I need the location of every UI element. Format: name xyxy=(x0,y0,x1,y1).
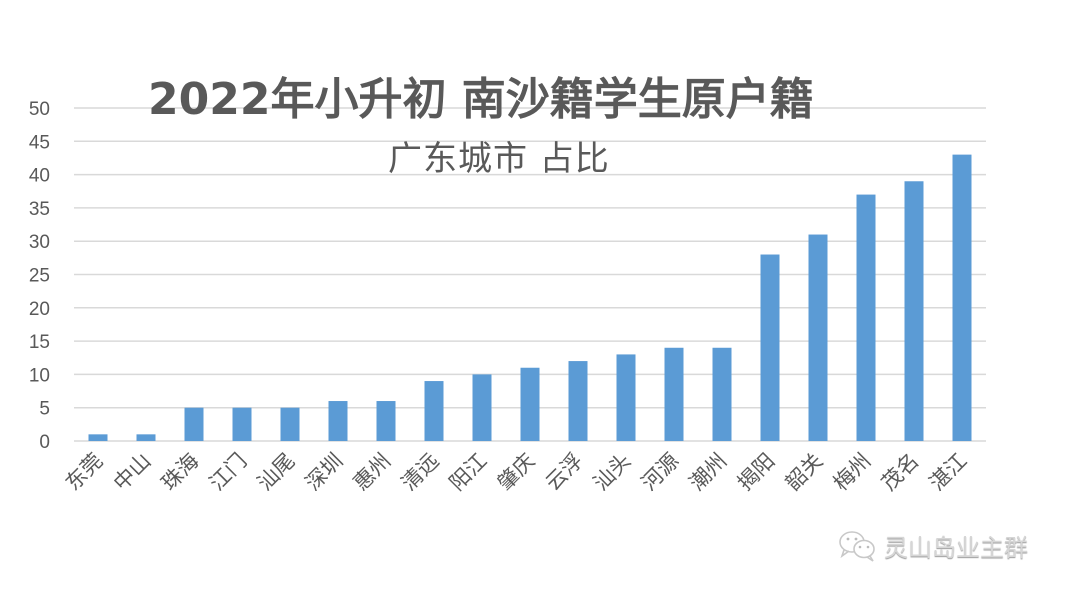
bar xyxy=(424,381,444,441)
gridlines xyxy=(74,107,986,442)
x-tick-label: 珠海 xyxy=(157,449,204,496)
bar xyxy=(616,354,636,441)
x-tick-label: 湛江 xyxy=(925,449,972,496)
wechat-icon xyxy=(838,530,878,562)
x-tick-label: 汕头 xyxy=(589,449,636,496)
bar xyxy=(856,194,876,441)
y-tick-label: 5 xyxy=(39,399,50,420)
x-tick-label: 茂名 xyxy=(877,449,924,496)
x-tick-label: 揭阳 xyxy=(733,449,780,496)
watermark: 灵山岛业主群 xyxy=(838,528,1028,563)
bar xyxy=(808,234,828,441)
bars xyxy=(88,154,972,441)
x-tick-label: 清远 xyxy=(397,449,444,496)
bar xyxy=(760,254,780,441)
y-tick-label: 50 xyxy=(29,99,50,120)
y-tick-label: 30 xyxy=(29,232,50,253)
y-tick-label: 20 xyxy=(29,299,50,320)
x-tick-label: 潮州 xyxy=(685,449,732,496)
y-tick-label: 0 xyxy=(39,432,50,453)
bar xyxy=(232,407,252,441)
y-tick-label: 10 xyxy=(29,365,50,386)
bar xyxy=(664,347,684,441)
y-tick-label: 45 xyxy=(29,132,50,153)
bar xyxy=(520,367,540,441)
bar xyxy=(952,154,972,441)
x-tick-label: 江门 xyxy=(205,449,252,496)
bar xyxy=(328,401,348,441)
x-tick-label: 肇庆 xyxy=(493,449,540,496)
bar xyxy=(568,361,588,441)
bar xyxy=(184,407,204,441)
bar xyxy=(88,434,108,441)
bar xyxy=(376,401,396,441)
bar xyxy=(136,434,156,441)
x-tick-label: 韶关 xyxy=(781,449,828,496)
bar xyxy=(712,347,732,441)
chart-title: 2022年小升初 南沙籍学生原户籍 xyxy=(148,74,814,125)
x-tick-label: 阳江 xyxy=(445,449,492,496)
x-tick-label: 中山 xyxy=(109,449,156,496)
y-tick-label: 15 xyxy=(29,332,50,353)
x-tick-label: 河源 xyxy=(637,449,684,496)
x-tick-label: 深圳 xyxy=(301,449,348,496)
x-tick-label: 梅州 xyxy=(829,449,876,496)
y-tick-label: 35 xyxy=(29,199,50,220)
x-tick-label: 惠州 xyxy=(349,449,396,496)
chart-subtitle: 广东城市 占比 xyxy=(388,139,610,179)
watermark-text: 灵山岛业主群 xyxy=(884,534,1028,562)
x-tick-label: 汕尾 xyxy=(253,449,300,496)
x-tick-label: 云浮 xyxy=(541,449,588,496)
bar xyxy=(472,374,492,441)
y-axis-ticks: 0 5 10 15 20 25 30 35 40 45 50 xyxy=(29,99,50,453)
y-tick-label: 25 xyxy=(29,266,50,287)
x-tick-label: 东莞 xyxy=(61,449,108,496)
bar xyxy=(904,181,924,441)
y-tick-label: 40 xyxy=(29,166,50,187)
bar xyxy=(280,407,300,441)
x-axis-labels: 东莞 中山 珠海 江门 汕尾 深圳 惠州 清远 阳江 肇庆 云浮 汕头 河源 潮州 揭阳 韶关 梅州 茂名 湛江 xyxy=(61,449,972,496)
